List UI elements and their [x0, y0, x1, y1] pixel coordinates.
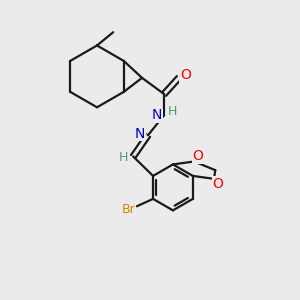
Text: H: H — [119, 152, 128, 164]
Text: O: O — [193, 149, 203, 163]
Text: N: N — [134, 127, 145, 141]
Text: O: O — [212, 177, 223, 191]
Text: Br: Br — [122, 203, 136, 216]
Text: O: O — [180, 68, 191, 82]
Text: H: H — [168, 105, 177, 118]
Text: N: N — [152, 108, 162, 122]
